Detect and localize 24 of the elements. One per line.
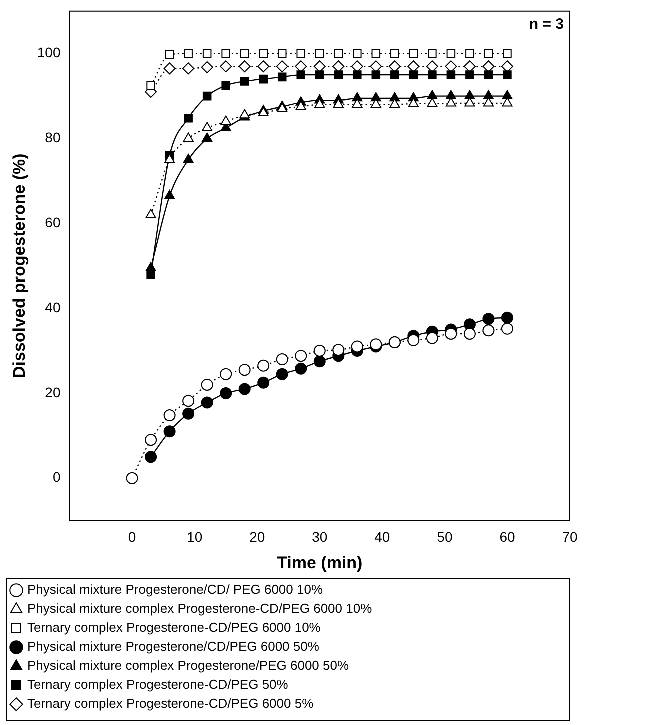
x-tick-label: 70 xyxy=(562,529,578,546)
y-tick-label: 80 xyxy=(45,130,61,146)
x-tick-label: 0 xyxy=(128,529,136,546)
x-axis-title: Time (min) xyxy=(277,553,363,572)
legend-label: Physical mixture complex Progesterone-CD/PEG 6000 10% xyxy=(28,601,373,616)
y-tick-label: 60 xyxy=(45,214,61,231)
x-tick-label: 60 xyxy=(500,529,516,546)
y-axis-title: Dissolved progesterone (%) xyxy=(10,154,29,379)
x-tick-label: 20 xyxy=(250,529,266,546)
legend-label: Physical mixture complex Progesterone/PEG 6000 50% xyxy=(28,658,350,674)
y-tick-label: 100 xyxy=(37,44,61,61)
annotation: n = 3 xyxy=(529,16,564,34)
y-tick-label: 40 xyxy=(45,299,61,316)
y-tick-label: 20 xyxy=(45,384,61,400)
x-tick-label: 40 xyxy=(374,529,390,546)
x-tick-label: 50 xyxy=(437,529,453,546)
legend-label: Physical mixture Progesterone/CD/PEG 6000 50% xyxy=(28,639,320,654)
y-tick-label: 0 xyxy=(52,469,61,486)
x-tick-label: 10 xyxy=(187,529,203,546)
legend-label: Ternary complex Progesterone-CD/PEG 6000 5% xyxy=(28,696,314,712)
x-tick-label: 30 xyxy=(312,529,328,546)
legend-label: Physical mixture Progesterone/CD/ PEG 6000 10% xyxy=(28,582,324,598)
legend-label: Ternary complex Progesterone-CD/PEG 50% xyxy=(28,677,289,692)
legend-label: Ternary complex Progesterone-CD/PEG 6000 10% xyxy=(28,620,322,636)
